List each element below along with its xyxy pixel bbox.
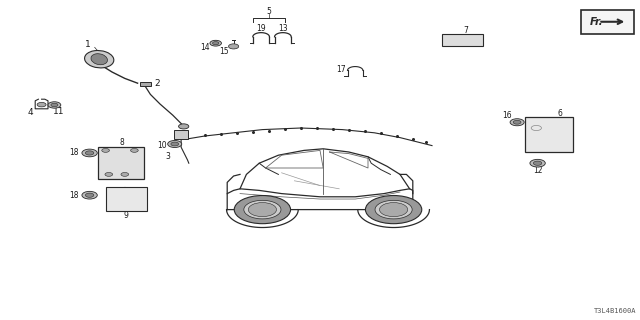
Circle shape [510, 119, 524, 126]
Circle shape [234, 196, 291, 224]
Text: 1: 1 [86, 40, 91, 49]
Circle shape [228, 44, 239, 49]
Circle shape [244, 200, 281, 219]
Text: 17: 17 [336, 65, 346, 74]
Text: 14: 14 [200, 44, 210, 52]
Circle shape [51, 103, 58, 107]
Circle shape [102, 148, 109, 152]
Text: 16: 16 [502, 111, 512, 120]
Circle shape [37, 102, 46, 107]
Text: Fr.: Fr. [590, 17, 604, 27]
Text: T3L4B1600A: T3L4B1600A [595, 308, 637, 314]
Text: 7: 7 [463, 26, 468, 35]
Circle shape [168, 140, 182, 148]
Circle shape [85, 151, 94, 155]
FancyBboxPatch shape [98, 147, 144, 179]
FancyBboxPatch shape [525, 117, 573, 152]
Text: 10: 10 [157, 141, 167, 150]
Circle shape [380, 203, 408, 217]
Circle shape [179, 124, 189, 129]
Text: 12: 12 [533, 166, 542, 175]
Circle shape [375, 200, 412, 219]
FancyBboxPatch shape [140, 82, 151, 86]
Text: 15: 15 [219, 47, 229, 56]
Circle shape [105, 172, 113, 176]
Text: 6: 6 [557, 109, 563, 118]
Circle shape [513, 120, 521, 124]
Text: 8: 8 [119, 138, 124, 147]
Circle shape [131, 148, 138, 152]
Text: 11: 11 [53, 108, 65, 116]
Circle shape [533, 161, 542, 165]
Text: 9: 9 [124, 211, 129, 220]
Text: 13: 13 [278, 24, 288, 33]
FancyBboxPatch shape [442, 34, 483, 46]
FancyBboxPatch shape [174, 130, 188, 139]
Circle shape [212, 42, 219, 45]
Text: 2: 2 [154, 79, 159, 88]
Circle shape [121, 172, 129, 176]
Ellipse shape [91, 54, 108, 65]
Text: 3: 3 [165, 152, 170, 161]
Circle shape [48, 102, 61, 108]
Circle shape [82, 191, 97, 199]
Ellipse shape [84, 51, 114, 68]
FancyBboxPatch shape [106, 187, 147, 211]
Circle shape [248, 203, 276, 217]
Text: 18: 18 [69, 191, 78, 200]
Text: 18: 18 [69, 148, 78, 157]
Text: 4: 4 [28, 108, 33, 117]
Circle shape [85, 193, 94, 197]
Circle shape [365, 196, 422, 224]
Circle shape [210, 40, 221, 46]
Circle shape [82, 149, 97, 157]
Circle shape [530, 159, 545, 167]
FancyBboxPatch shape [581, 10, 634, 34]
Text: 5: 5 [266, 7, 271, 16]
Circle shape [171, 142, 179, 146]
Text: 19: 19 [256, 24, 266, 33]
